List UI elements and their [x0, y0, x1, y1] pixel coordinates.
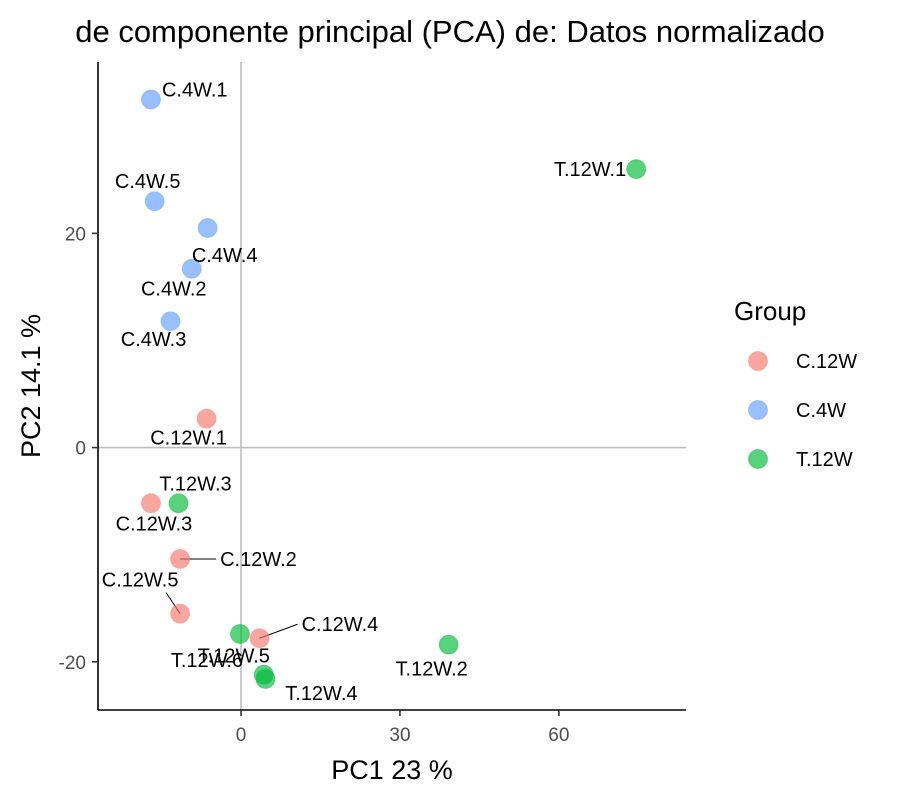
y-axis-title: PC2 14.1 %	[16, 314, 46, 458]
label-c-4w-5: C.4W.5	[115, 171, 181, 193]
legend: Group C.12W C.4W T.12W	[734, 296, 857, 471]
legend-key-t-12w	[748, 449, 768, 469]
y-tick-label: 0	[75, 439, 86, 460]
label-c-12w-4: C.12W.4	[302, 614, 379, 636]
x-tick-label: 30	[389, 725, 410, 746]
label-t-12w-3: T.12W.3	[159, 473, 231, 495]
point-c-12w-1	[196, 408, 217, 429]
point-c-4w-2	[181, 258, 202, 279]
legend-label-c-12w: C.12W	[796, 351, 857, 373]
label-c-12w-2: C.12W.2	[220, 549, 297, 571]
point-c-12w-5	[170, 603, 191, 624]
label-t-12w-6: T.12W.6	[171, 650, 243, 672]
y-tick-label: 20	[65, 224, 86, 245]
label-t-12w-1: T.12W.1	[554, 159, 626, 181]
label-c-4w-4: C.4W.4	[192, 245, 258, 267]
label-c-4w-3: C.4W.3	[121, 329, 187, 351]
point-t-12w-2	[438, 634, 459, 655]
point-c-12w-3	[140, 493, 161, 514]
point-t-12w-3	[168, 493, 189, 514]
legend-title: Group	[734, 296, 806, 326]
label-c-12w-1: C.12W.1	[150, 428, 227, 450]
label-c-12w-5: C.12W.5	[102, 570, 179, 592]
point-c-12w-2	[170, 548, 191, 569]
reference-lines	[98, 62, 686, 710]
x-axis-title: PC1 23 %	[331, 755, 453, 785]
point-c-4w-5	[144, 191, 165, 212]
legend-label-c-4w: C.4W	[796, 400, 846, 422]
label-t-12w-2: T.12W.2	[396, 659, 468, 681]
label-t-12w-5: T.12W.5	[198, 646, 270, 668]
point-c-4w-1	[140, 89, 161, 110]
legend-label-t-12w: T.12W	[796, 449, 853, 471]
axes: 0 30 60 -20 0 20	[59, 62, 686, 746]
point-c-4w-4	[197, 218, 218, 239]
point-t-12w-6	[229, 623, 250, 644]
label-c-4w-1: C.4W.1	[162, 79, 228, 101]
legend-key-c-12w	[748, 351, 768, 371]
chart-title: de componente principal (PCA) de: Datos …	[75, 14, 825, 49]
label-c-4w-2: C.4W.2	[141, 279, 207, 301]
x-tick-label: 0	[236, 725, 247, 746]
point-c-4w-3	[160, 311, 181, 332]
legend-key-c-4w	[748, 400, 768, 420]
point-labels: C.4W.1 C.4W.5 C.4W.4 C.4W.2 C.4W.3 T.12W.1 C.1…	[102, 79, 626, 704]
label-c-12w-3: C.12W.3	[116, 513, 193, 535]
x-tick-label: 60	[548, 725, 569, 746]
point-t-12w-4	[255, 668, 276, 689]
point-c-12w-4	[249, 628, 270, 649]
point-t-12w-1	[626, 159, 647, 180]
y-tick-label: -20	[59, 653, 86, 674]
data-points	[140, 89, 647, 689]
label-t-12w-4: T.12W.4	[285, 683, 357, 705]
